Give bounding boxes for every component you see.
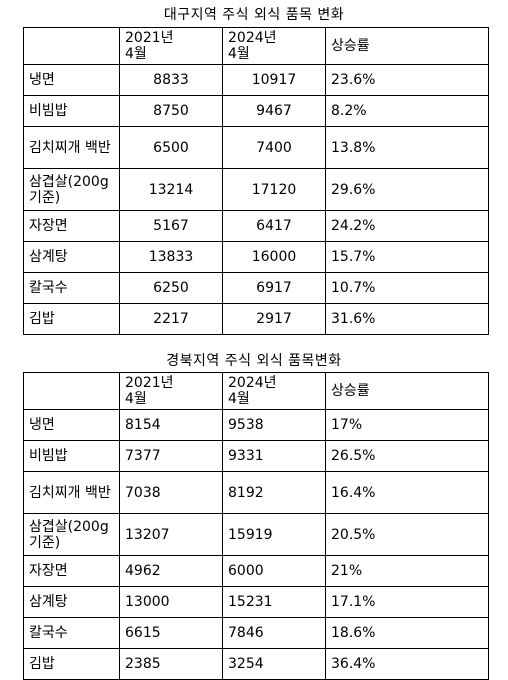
header-item xyxy=(23,372,120,410)
increase-rate: 29.6% xyxy=(325,168,489,211)
price-2021: 8750 xyxy=(119,95,223,127)
price-2021: 5167 xyxy=(119,210,223,242)
price-2021: 13000 xyxy=(119,586,223,618)
price-2021: 8154 xyxy=(119,409,223,441)
increase-rate: 15.7% xyxy=(325,241,489,273)
price-2024: 9331 xyxy=(222,440,326,472)
increase-rate: 31.6% xyxy=(325,303,489,335)
header-2024: 2024년 4월 xyxy=(222,372,326,410)
table-row: 삼계탕 13833 16000 15.7% xyxy=(23,241,489,273)
table-row: 자장면 4962 6000 21% xyxy=(23,555,489,587)
item-name: 냉면 xyxy=(23,64,120,96)
price-2024: 9467 xyxy=(222,95,326,127)
price-2024: 6917 xyxy=(222,272,326,304)
table-row: 삼겹살(200g기준) 13214 17120 29.6% xyxy=(23,168,489,211)
increase-rate: 26.5% xyxy=(325,440,489,472)
increase-rate: 17.1% xyxy=(325,586,489,618)
item-name: 냉면 xyxy=(23,409,120,441)
table-row: 자장면 5167 6417 24.2% xyxy=(23,210,489,242)
item-name: 칼국수 xyxy=(23,272,120,304)
increase-rate: 16.4% xyxy=(325,471,489,514)
header-rate: 상승률 xyxy=(325,372,489,410)
item-name: 김치찌개 백반 xyxy=(23,126,120,169)
increase-rate: 13.8% xyxy=(325,126,489,169)
price-2024: 15231 xyxy=(222,586,326,618)
table-row: 냉면 8154 9538 17% xyxy=(23,409,489,441)
header-rate: 상승률 xyxy=(325,27,489,65)
price-2024: 7400 xyxy=(222,126,326,169)
table-row: 비빔밥 8750 9467 8.2% xyxy=(23,95,489,127)
price-2021: 13214 xyxy=(119,168,223,211)
price-2021: 13207 xyxy=(119,513,223,556)
price-2024: 16000 xyxy=(222,241,326,273)
gyeongbuk-table-caption: 경북지역 주식 외식 품목변화 xyxy=(166,353,342,369)
increase-rate: 10.7% xyxy=(325,272,489,304)
table-row: 김치찌개 백반 7038 8192 16.4% xyxy=(23,471,489,514)
item-name: 삼겹살(200g기준) xyxy=(23,168,120,211)
price-2024: 6000 xyxy=(222,555,326,587)
table-row: 삼계탕 13000 15231 17.1% xyxy=(23,586,489,618)
item-name: 김밥 xyxy=(23,648,120,680)
table-row: 김치찌개 백반 6500 7400 13.8% xyxy=(23,126,489,169)
increase-rate: 18.6% xyxy=(325,617,489,649)
item-name: 자장면 xyxy=(23,210,120,242)
price-2021: 7038 xyxy=(119,471,223,514)
price-2024: 6417 xyxy=(222,210,326,242)
table-row: 김밥 2385 3254 36.4% xyxy=(23,648,489,680)
increase-rate: 17% xyxy=(325,409,489,441)
table-row: 비빔밥 7377 9331 26.5% xyxy=(23,440,489,472)
header-2021: 2021년 4월 xyxy=(119,372,223,410)
header-2024: 2024년 4월 xyxy=(222,27,326,65)
table-row: 냉면 8833 10917 23.6% xyxy=(23,64,489,96)
item-name: 삼계탕 xyxy=(23,586,120,618)
price-2021: 13833 xyxy=(119,241,223,273)
header-2021: 2021년 4월 xyxy=(119,27,223,65)
price-2024: 2917 xyxy=(222,303,326,335)
price-2024: 3254 xyxy=(222,648,326,680)
item-name: 칼국수 xyxy=(23,617,120,649)
price-2024: 8192 xyxy=(222,471,326,514)
item-name: 삼겹살(200g기준) xyxy=(23,513,120,556)
header-item xyxy=(23,27,120,65)
price-2024: 9538 xyxy=(222,409,326,441)
price-2021: 4962 xyxy=(119,555,223,587)
table-row: 김밥 2217 2917 31.6% xyxy=(23,303,489,335)
price-2021: 6250 xyxy=(119,272,223,304)
price-2024: 17120 xyxy=(222,168,326,211)
item-name: 김밥 xyxy=(23,303,120,335)
increase-rate: 8.2% xyxy=(325,95,489,127)
item-name: 삼계탕 xyxy=(23,241,120,273)
table-row: 칼국수 6615 7846 18.6% xyxy=(23,617,489,649)
table-header-row: 2021년 4월 2024년 4월 상승률 xyxy=(23,372,489,410)
item-name: 비빔밥 xyxy=(23,95,120,127)
price-2021: 2385 xyxy=(119,648,223,680)
price-2021: 6615 xyxy=(119,617,223,649)
table-row: 삼겹살(200g기준) 13207 15919 20.5% xyxy=(23,513,489,556)
table-header-row: 2021년 4월 2024년 4월 상승률 xyxy=(23,27,489,65)
table-row: 칼국수 6250 6917 10.7% xyxy=(23,272,489,304)
price-2021: 8833 xyxy=(119,64,223,96)
item-name: 김치찌개 백반 xyxy=(23,471,120,514)
price-2024: 7846 xyxy=(222,617,326,649)
price-2024: 15919 xyxy=(222,513,326,556)
price-2021: 7377 xyxy=(119,440,223,472)
daegu-price-table: 2021년 4월 2024년 4월 상승률 냉면 8833 10917 23.6… xyxy=(23,27,489,335)
gyeongbuk-price-table: 2021년 4월 2024년 4월 상승률 냉면 8154 9538 17% 비… xyxy=(23,372,489,680)
increase-rate: 24.2% xyxy=(325,210,489,242)
increase-rate: 21% xyxy=(325,555,489,587)
price-2021: 2217 xyxy=(119,303,223,335)
item-name: 자장면 xyxy=(23,555,120,587)
increase-rate: 20.5% xyxy=(325,513,489,556)
item-name: 비빔밥 xyxy=(23,440,120,472)
price-2021: 6500 xyxy=(119,126,223,169)
price-2024: 10917 xyxy=(222,64,326,96)
increase-rate: 36.4% xyxy=(325,648,489,680)
increase-rate: 23.6% xyxy=(325,64,489,96)
daegu-table-caption: 대구지역 주식 외식 품목 변화 xyxy=(163,7,345,23)
